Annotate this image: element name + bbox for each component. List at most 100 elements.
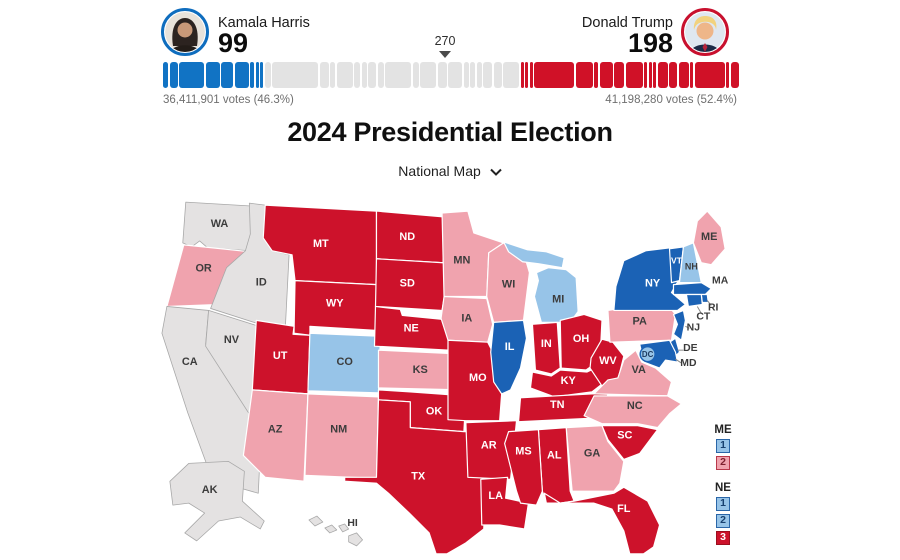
state-label-wa: WA [211,218,229,230]
state-fl[interactable] [543,486,661,555]
ev-bar-segment [264,62,271,88]
ev-bar-segment [470,62,475,88]
harris-ev-count: 99 [218,28,249,58]
state-nj[interactable] [672,309,687,341]
state-label-ut: UT [273,350,288,362]
state-label-sd: SD [400,278,415,290]
ev-bar-segment [726,62,729,88]
state-label-wv: WV [599,355,617,367]
ev-bar-segment [385,62,411,88]
state-tx[interactable] [344,399,487,555]
legend-district-box: 2 [716,456,730,470]
state-dc[interactable] [639,345,656,363]
state-label-co: CO [337,356,354,368]
ev-bar-segment [169,62,178,88]
harris-popular-vote: 36,411,901 votes (46.3%) [163,94,294,106]
state-label-ky: KY [561,375,577,387]
ev-bar-segment [448,62,462,88]
ev-bar-segment [420,62,436,88]
state-label-la: LA [488,490,503,502]
national-map: WA OR CA NV ID MT WY UT CO AZ NM ND SD NE KS OK TX MN IA MO… [150,193,746,555]
state-label-mi: MI [552,293,564,305]
state-nm[interactable] [304,393,380,479]
state-va[interactable] [593,349,673,397]
ev-bar-segment [503,62,519,88]
map-selector-label: National Map [398,163,481,179]
state-az[interactable] [242,389,309,482]
state-label-ak: AK [202,484,218,496]
state-la[interactable] [480,476,530,530]
harris-avatar [161,8,209,56]
state-label-mn: MN [453,255,470,267]
ev-bar-segment [678,62,689,88]
state-label-id: ID [256,277,267,289]
state-ct[interactable] [685,293,703,308]
ev-bar-segment [657,62,668,88]
ev-bar-segment [694,62,725,88]
state-ma[interactable] [672,282,712,296]
state-label-tn: TN [550,399,565,411]
legend-group-title: ME [714,424,732,436]
state-sc[interactable] [601,425,659,461]
state-label-il: IL [505,341,515,353]
ev-bar-segment [730,62,739,88]
state-label-leader-line [675,358,682,364]
ev-bar-segment [525,62,528,88]
ev-bar-segment [653,62,656,88]
ev-bar-segment [250,62,254,88]
trump-name: Donald Trump [581,15,673,31]
state-label-nm: NM [330,424,347,436]
legend-district-box: 2 [716,514,730,528]
state-label-de: DE [683,343,698,354]
legend-district-box: 3 [716,531,730,545]
ev-bar-segment [575,62,593,88]
ev-bar-segment [330,62,335,88]
state-label-pa: PA [633,315,647,327]
state-ms[interactable] [504,429,543,506]
state-me[interactable] [692,210,726,266]
state-label-dc: DC [642,350,654,359]
state-label-ia: IA [461,312,472,324]
state-ga[interactable] [565,425,625,492]
ev-bar-segment [529,62,533,88]
map-selector-dropdown[interactable]: National Map [0,163,900,179]
state-label-az: AZ [268,424,283,436]
ev-bar-segment [354,62,360,88]
ev-bar-segment [412,62,419,88]
harris-name: Kamala Harris [218,15,310,31]
legend-district-box: 1 [716,439,730,453]
state-ar[interactable] [465,420,518,480]
ev-bar-segment [644,62,647,88]
us-map: WA OR CA NV ID MT WY UT CO AZ NM ND SD NE KS OK TX MN IA MO… [161,201,729,555]
state-label-or: OR [195,263,211,275]
state-label-al: AL [547,449,562,461]
state-label-oh: OH [573,333,589,345]
state-hi[interactable] [308,515,363,547]
state-label-ca: CA [182,356,198,368]
state-label-mt: MT [313,238,329,250]
state-label-leader-line [706,300,712,306]
state-nc[interactable] [583,395,683,429]
state-label-tx: TX [411,470,426,482]
ev-bar-segment [483,62,492,88]
state-label-nj: NJ [687,322,701,333]
ev-bar-segment [493,62,502,88]
state-in[interactable] [531,321,561,375]
threshold-marker-icon [439,51,451,58]
ev-bar-segment [437,62,447,88]
ev-bar-segment [476,62,482,88]
ev-bar-segment [614,62,624,88]
ev-bar-segment [625,62,643,88]
ev-bar [163,62,739,88]
trump-photo [685,12,725,52]
state-label-ms: MS [515,445,531,457]
ev-bar-segment [690,62,693,88]
ev-bar-segment [377,62,384,88]
state-label-ct: CT [696,311,711,322]
state-label-wy: WY [326,297,344,309]
ev-bar-segment [260,62,263,88]
state-label-wi: WI [502,279,515,291]
state-ak[interactable] [169,461,265,542]
state-il[interactable] [490,319,528,395]
district-legend: ME 1 2 NE 1 2 3 [703,424,743,545]
